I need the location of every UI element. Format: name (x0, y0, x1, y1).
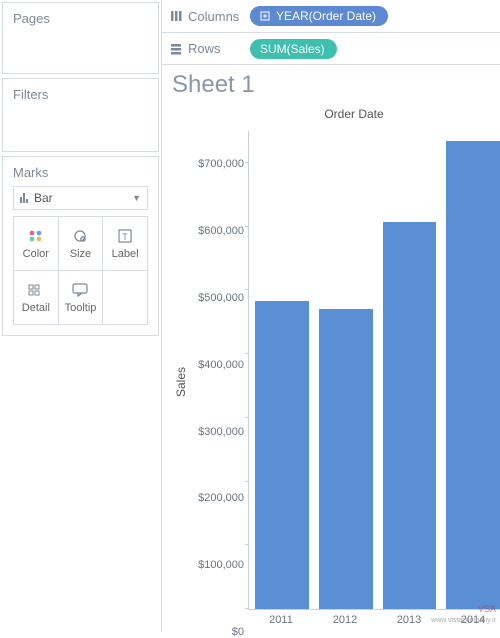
y-tick-label: $600,000 (198, 225, 244, 237)
x-tick-label: 2012 (318, 610, 372, 632)
rows-shelf[interactable]: Rows SUM(Sales) (161, 32, 500, 64)
marks-label-label: Label (112, 248, 139, 260)
bar[interactable] (255, 301, 309, 609)
mark-type-label: Bar (34, 191, 53, 205)
bar[interactable] (383, 222, 437, 609)
rows-icon (170, 43, 182, 55)
filters-title: Filters (13, 87, 148, 102)
tooltip-icon (71, 282, 89, 298)
x-tick-label: 2013 (382, 610, 436, 632)
plus-icon (260, 11, 270, 21)
rows-pill[interactable]: SUM(Sales) (250, 39, 337, 59)
label-icon: T (116, 228, 134, 244)
pages-title: Pages (13, 11, 148, 26)
marks-label-button[interactable]: T Label (103, 217, 148, 271)
plot-area (248, 131, 500, 610)
y-tick-label: $100,000 (198, 559, 244, 571)
color-icon (27, 228, 45, 244)
filters-panel: Filters (2, 78, 159, 152)
marks-color-label: Color (23, 248, 49, 260)
columns-pill[interactable]: YEAR(Order Date) (250, 6, 388, 26)
marks-panel: Marks Bar ▼ Color Size (2, 156, 159, 336)
columns-pill-label: YEAR(Order Date) (276, 9, 376, 23)
sheet-title: Sheet 1 (172, 71, 500, 99)
x-tick-label: 2011 (254, 610, 308, 632)
y-tick-label: $200,000 (198, 492, 244, 504)
marks-tooltip-button[interactable]: Tooltip (59, 271, 104, 325)
y-tick-label: $300,000 (198, 426, 244, 438)
y-tick-label: $700,000 (198, 158, 244, 170)
size-icon (71, 228, 89, 244)
pages-panel: Pages (2, 2, 159, 74)
shelves: Columns YEAR(Order Date) Rows SUM(Sales) (161, 0, 500, 65)
bar[interactable] (446, 141, 500, 609)
chevron-down-icon: ▼ (132, 193, 141, 203)
watermark-url: www.vistacompany.ir (431, 617, 496, 624)
marks-title: Marks (13, 165, 148, 180)
bar[interactable] (319, 309, 373, 609)
marks-empty-cell (103, 271, 148, 325)
columns-label: Columns (188, 9, 239, 24)
marks-tooltip-label: Tooltip (65, 302, 97, 314)
marks-detail-label: Detail (22, 302, 50, 314)
columns-shelf[interactable]: Columns YEAR(Order Date) (161, 0, 500, 32)
marks-detail-button[interactable]: Detail (14, 271, 59, 325)
rows-pill-label: SUM(Sales) (260, 42, 325, 56)
columns-icon (170, 10, 182, 22)
detail-icon (27, 282, 45, 298)
y-axis: $0$100,000$200,000$300,000$400,000$500,0… (190, 131, 248, 632)
bar-icon (20, 193, 28, 203)
svg-text:T: T (122, 232, 128, 242)
mark-type-select[interactable]: Bar ▼ (13, 186, 148, 210)
marks-size-button[interactable]: Size (59, 217, 104, 271)
y-tick-label: $500,000 (198, 292, 244, 304)
y-tick-label: $400,000 (198, 359, 244, 371)
y-tick-label: $0 (232, 626, 244, 638)
marks-size-label: Size (70, 248, 91, 260)
y-axis-label: Sales (174, 366, 188, 396)
chart-header: Order Date (208, 107, 500, 121)
rows-label: Rows (188, 41, 221, 56)
sales-chart: Sales $0$100,000$200,000$300,000$400,000… (172, 131, 500, 632)
marks-color-button[interactable]: Color (14, 217, 59, 271)
watermark-brand: VSA (478, 604, 496, 614)
